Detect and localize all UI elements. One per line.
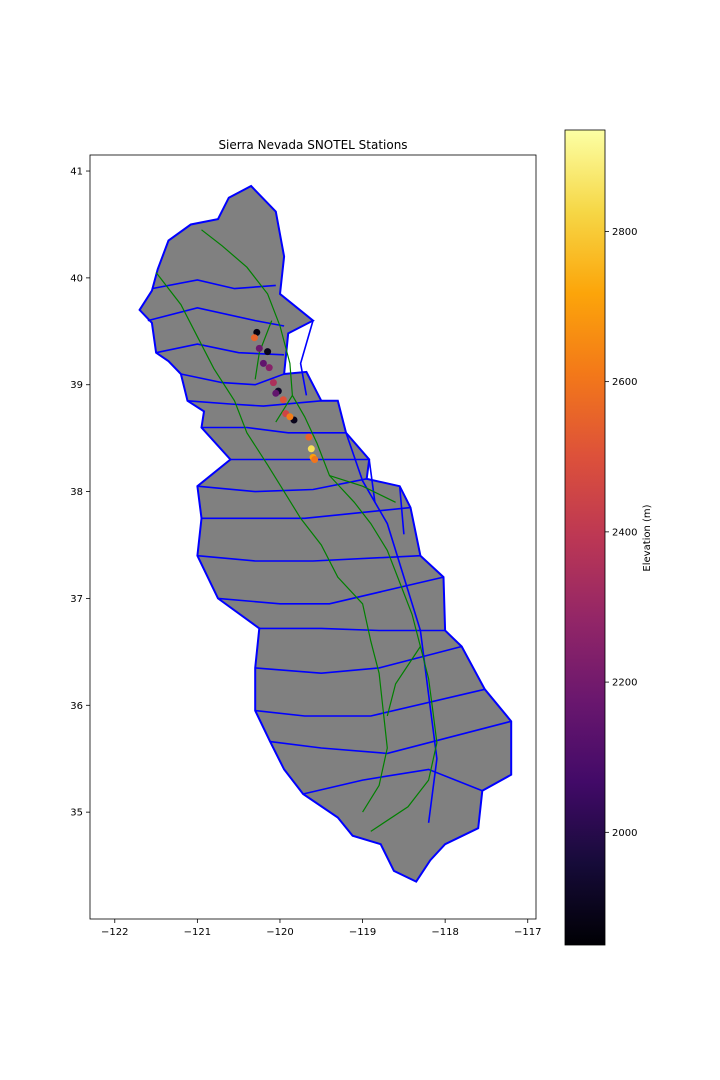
station-marker [311,456,319,463]
basin-boundary-line [180,373,285,386]
station-marker [253,328,261,336]
x-tick-label: −119 [349,927,376,938]
y-tick-label: 40 [70,273,83,284]
station-marker [265,364,273,372]
station-marker [269,379,277,387]
x-tick-label: −121 [184,927,211,938]
plot-frame [89,154,537,920]
basin-boundary-line [302,768,483,795]
basin-boundary-line [255,645,462,675]
basin-boundary-line [398,486,405,535]
colorbar-tick-label: 2800 [612,227,637,238]
basin-boundary-line [259,627,446,632]
river-line [155,272,388,813]
colorbar-tick-label: 2200 [612,678,637,689]
basin-boundary-line [187,400,322,407]
river-line [329,475,396,503]
basin-boundary-line [217,576,444,605]
basin-boundary-line [147,306,285,327]
station-marker [250,334,258,342]
y-tick-label: 36 [70,701,83,712]
x-tick-label: −120 [266,927,293,938]
x-tick-label: −118 [431,927,458,938]
station-marker [286,413,294,421]
basin-boundary-line [197,554,421,562]
station-marker [279,396,287,404]
station-marker [307,445,315,453]
colorbar-label: Elevation (m) [642,504,653,571]
colorbar-ticks: 2000 2200 2400 2600 2800 [605,227,637,839]
x-axis: −122 −121 −120 −119 −118 −117 [101,919,541,938]
station-marker [264,348,272,356]
y-tick-label: 41 [70,167,83,178]
station-markers [250,328,319,463]
basin-boundary-line [368,459,376,503]
y-tick-label: 37 [70,594,83,605]
basin-boundary-line [155,343,285,356]
station-marker [305,433,313,441]
y-axis: 35 36 37 38 39 40 41 [70,167,90,819]
y-tick-label: 39 [70,380,83,391]
y-tick-label: 35 [70,808,83,819]
x-tick-label: −117 [514,927,541,938]
y-tick-label: 38 [70,487,83,498]
colorbar-tick-label: 2400 [612,527,637,538]
sierra-nevada-outline [138,184,513,883]
basin-boundary-line [255,688,485,717]
station-marker [272,389,280,397]
chart-title: Sierra Nevada SNOTEL Stations [218,138,407,152]
basin-boundaries [147,279,512,823]
basin-boundary-line [270,720,512,755]
basin-boundary-line [299,320,314,396]
station-marker [259,359,267,367]
colorbar-tick-label: 2000 [612,828,637,839]
basin-boundary-line [201,426,346,434]
basin-boundary-line [151,279,276,290]
colorbar-tick-label: 2600 [612,377,637,388]
map-area [138,184,513,883]
river-line [275,395,293,423]
station-marker [255,344,263,352]
river-line [254,320,273,380]
colorbar [564,129,606,946]
x-tick-label: −122 [101,927,128,938]
river-line [386,646,421,717]
river-network [155,229,438,832]
basin-boundary-line [201,506,411,520]
river-line [201,229,438,832]
